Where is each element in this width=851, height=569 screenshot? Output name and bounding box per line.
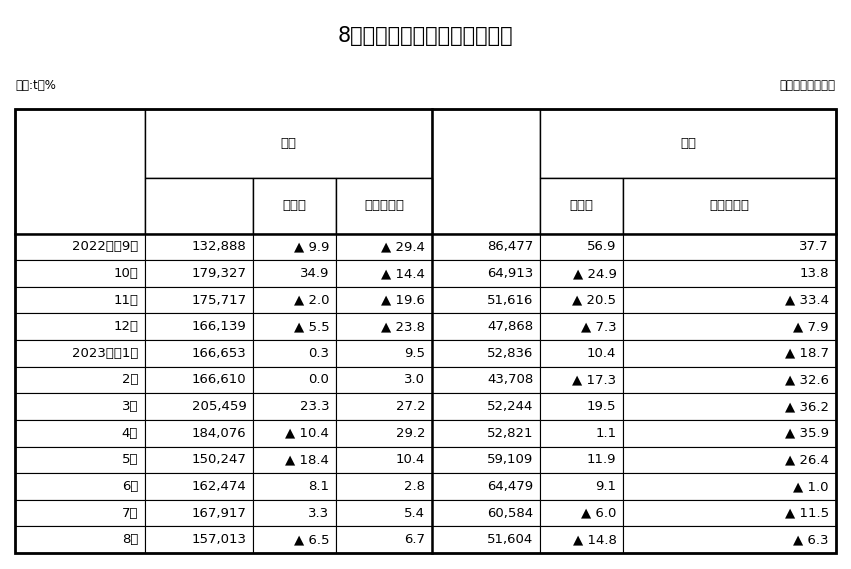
Text: 52,244: 52,244 xyxy=(487,400,534,413)
Text: 51,616: 51,616 xyxy=(487,294,534,307)
Text: 205,459: 205,459 xyxy=(191,400,247,413)
Text: 179,327: 179,327 xyxy=(191,267,247,280)
Text: 9.1: 9.1 xyxy=(596,480,616,493)
Text: 157,013: 157,013 xyxy=(191,533,247,546)
Text: ▲ 29.4: ▲ 29.4 xyxy=(381,240,426,253)
Text: ▲ 5.5: ▲ 5.5 xyxy=(294,320,329,333)
Text: 前年同月比: 前年同月比 xyxy=(710,199,750,212)
Text: ▲ 23.8: ▲ 23.8 xyxy=(381,320,426,333)
Text: 9.5: 9.5 xyxy=(404,347,426,360)
Text: 64,913: 64,913 xyxy=(488,267,534,280)
Text: 59,109: 59,109 xyxy=(488,453,534,467)
Text: ▲ 26.4: ▲ 26.4 xyxy=(785,453,829,467)
Text: 2023年　1月: 2023年 1月 xyxy=(71,347,138,360)
Text: 64,479: 64,479 xyxy=(488,480,534,493)
Text: 52,836: 52,836 xyxy=(487,347,534,360)
Text: ▲ 32.6: ▲ 32.6 xyxy=(785,373,829,386)
Text: 51,604: 51,604 xyxy=(488,533,534,546)
Text: 10.4: 10.4 xyxy=(587,347,616,360)
Text: 4月: 4月 xyxy=(122,427,138,440)
Text: ▲ 17.3: ▲ 17.3 xyxy=(572,373,616,386)
Text: ▲ 36.2: ▲ 36.2 xyxy=(785,400,829,413)
Text: 2.8: 2.8 xyxy=(404,480,426,493)
Text: 2022年　9月: 2022年 9月 xyxy=(71,240,138,253)
Text: 8.1: 8.1 xyxy=(308,480,329,493)
Text: 34.9: 34.9 xyxy=(300,267,329,280)
Text: 12月: 12月 xyxy=(113,320,138,333)
Text: 47,868: 47,868 xyxy=(488,320,534,333)
Text: 8月: 8月 xyxy=(122,533,138,546)
Text: 輸入: 輸入 xyxy=(680,137,696,150)
Text: ▲ 14.8: ▲ 14.8 xyxy=(573,533,616,546)
Text: 単位:t、%: 単位:t、% xyxy=(15,79,56,92)
Text: 166,139: 166,139 xyxy=(191,320,247,333)
Text: 166,653: 166,653 xyxy=(191,347,247,360)
Text: 10.4: 10.4 xyxy=(396,453,426,467)
Text: ▲ 33.4: ▲ 33.4 xyxy=(785,294,829,307)
Text: ▲ 7.3: ▲ 7.3 xyxy=(580,320,616,333)
Text: 184,076: 184,076 xyxy=(191,427,247,440)
Text: ▲ 11.5: ▲ 11.5 xyxy=(785,506,829,519)
Text: ▲ 18.7: ▲ 18.7 xyxy=(785,347,829,360)
Text: 前年同月比: 前年同月比 xyxy=(364,199,404,212)
Text: 37.7: 37.7 xyxy=(799,240,829,253)
Text: ▲ 6.3: ▲ 6.3 xyxy=(793,533,829,546)
Text: ▲ 14.4: ▲ 14.4 xyxy=(381,267,426,280)
Text: ▲ 19.6: ▲ 19.6 xyxy=(381,294,426,307)
Text: ▲ 7.9: ▲ 7.9 xyxy=(793,320,829,333)
Text: 0.3: 0.3 xyxy=(308,347,329,360)
Text: 52,821: 52,821 xyxy=(487,427,534,440)
Text: 19.5: 19.5 xyxy=(587,400,616,413)
Text: 132,888: 132,888 xyxy=(191,240,247,253)
Text: 150,247: 150,247 xyxy=(191,453,247,467)
Text: 56.9: 56.9 xyxy=(587,240,616,253)
Text: 60,584: 60,584 xyxy=(488,506,534,519)
Text: 23.3: 23.3 xyxy=(300,400,329,413)
Text: ▲ 24.9: ▲ 24.9 xyxy=(573,267,616,280)
Text: 43,708: 43,708 xyxy=(488,373,534,386)
Text: 0.0: 0.0 xyxy=(308,373,329,386)
Text: 86,477: 86,477 xyxy=(488,240,534,253)
Text: 石油化学工業協会: 石油化学工業協会 xyxy=(780,79,836,92)
Text: 2月: 2月 xyxy=(122,373,138,386)
Text: 前月比: 前月比 xyxy=(570,199,594,212)
Text: ▲ 6.0: ▲ 6.0 xyxy=(581,506,616,519)
Text: ▲ 18.4: ▲ 18.4 xyxy=(285,453,329,467)
Text: 3.3: 3.3 xyxy=(308,506,329,519)
Text: 5.4: 5.4 xyxy=(404,506,426,519)
Text: 7月: 7月 xyxy=(122,506,138,519)
Text: 3.0: 3.0 xyxy=(404,373,426,386)
Text: 1.1: 1.1 xyxy=(596,427,616,440)
Text: 11.9: 11.9 xyxy=(587,453,616,467)
Text: ▲ 35.9: ▲ 35.9 xyxy=(785,427,829,440)
Text: 175,717: 175,717 xyxy=(191,294,247,307)
Text: 5月: 5月 xyxy=(122,453,138,467)
Text: ▲ 1.0: ▲ 1.0 xyxy=(793,480,829,493)
Text: ▲ 9.9: ▲ 9.9 xyxy=(294,240,329,253)
Text: 10月: 10月 xyxy=(113,267,138,280)
Text: 3月: 3月 xyxy=(122,400,138,413)
Text: 166,610: 166,610 xyxy=(191,373,247,386)
Text: 6.7: 6.7 xyxy=(404,533,426,546)
Text: 167,917: 167,917 xyxy=(191,506,247,519)
Text: 13.8: 13.8 xyxy=(799,267,829,280)
Text: 29.2: 29.2 xyxy=(396,427,426,440)
Text: 前月比: 前月比 xyxy=(283,199,306,212)
Text: 11月: 11月 xyxy=(113,294,138,307)
Text: 6月: 6月 xyxy=(122,480,138,493)
Text: ▲ 20.5: ▲ 20.5 xyxy=(573,294,616,307)
Text: ▲ 6.5: ▲ 6.5 xyxy=(294,533,329,546)
Text: 8月のエチレン換算輸出入実績: 8月のエチレン換算輸出入実績 xyxy=(338,26,513,46)
Text: 27.2: 27.2 xyxy=(396,400,426,413)
Text: 162,474: 162,474 xyxy=(191,480,247,493)
Text: 輸出: 輸出 xyxy=(281,137,296,150)
Text: ▲ 10.4: ▲ 10.4 xyxy=(285,427,329,440)
Text: ▲ 2.0: ▲ 2.0 xyxy=(294,294,329,307)
